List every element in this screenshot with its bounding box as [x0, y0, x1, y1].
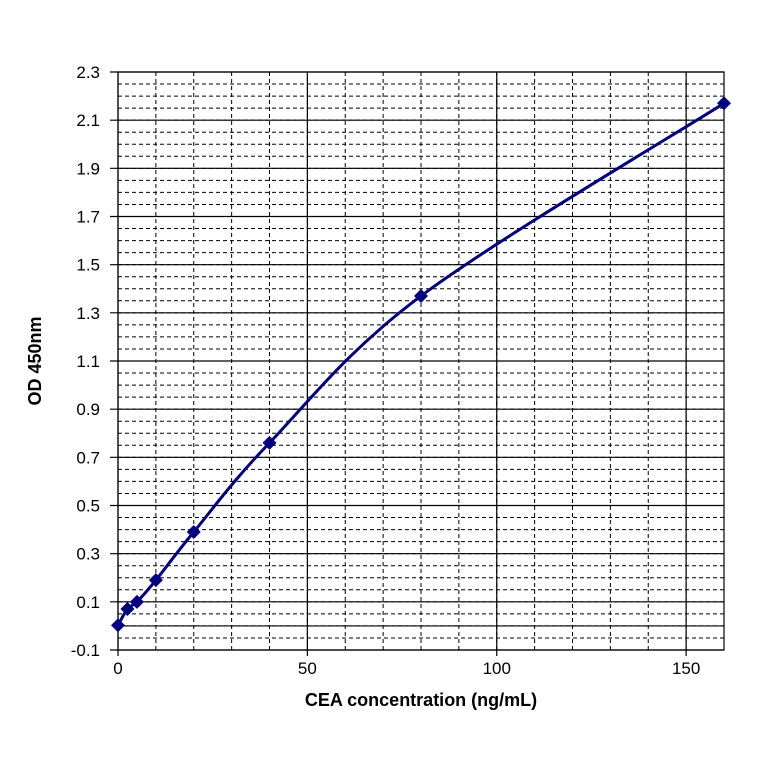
y-tick-label: 1.5 — [76, 256, 100, 275]
x-axis-ticks: 0 50 100 150 — [113, 659, 700, 678]
diamond-marker-icon — [186, 524, 201, 539]
y-tick-label: 0.1 — [76, 593, 100, 612]
diamond-marker-icon — [129, 594, 144, 609]
x-axis-title: CEA concentration (ng/mL) — [305, 690, 537, 710]
diamond-marker-icon — [414, 288, 428, 303]
y-tick-label: 1.9 — [76, 159, 100, 178]
y-tick-label: 1.3 — [76, 304, 100, 323]
y-tick-label: 1.7 — [76, 208, 100, 227]
x-tick-label: 150 — [672, 659, 700, 678]
y-tick-label: 0.7 — [76, 448, 100, 467]
y-tick-label: 2.3 — [76, 63, 100, 82]
y-tick-label: -0.1 — [71, 641, 100, 660]
y-tick-label: 0.9 — [76, 400, 100, 419]
data-series — [111, 96, 731, 633]
y-axis-ticks: -0.1 0.1 0.3 0.5 0.7 0.9 1.1 1.3 1.5 1.7 1.9 2.1 2.3 — [71, 63, 100, 660]
diamond-marker-icon — [262, 435, 277, 450]
y-tick-label: 1.1 — [76, 352, 100, 371]
major-grid — [110, 71, 724, 656]
diamond-marker-icon — [120, 602, 135, 617]
diamond-marker-icon — [717, 96, 731, 111]
y-tick-label: 2.1 — [76, 111, 100, 130]
diamond-marker-icon — [111, 618, 125, 633]
plot-area — [117, 71, 725, 651]
y-tick-label: 0.3 — [76, 545, 100, 564]
series-line — [116, 102, 725, 626]
x-tick-label: 50 — [298, 659, 317, 678]
y-axis-title: OD 450nm — [25, 316, 45, 405]
x-tick-label: 0 — [113, 659, 122, 678]
diamond-marker-icon — [148, 573, 163, 588]
y-tick-label: 0.5 — [76, 497, 100, 516]
x-tick-label: 100 — [483, 659, 511, 678]
